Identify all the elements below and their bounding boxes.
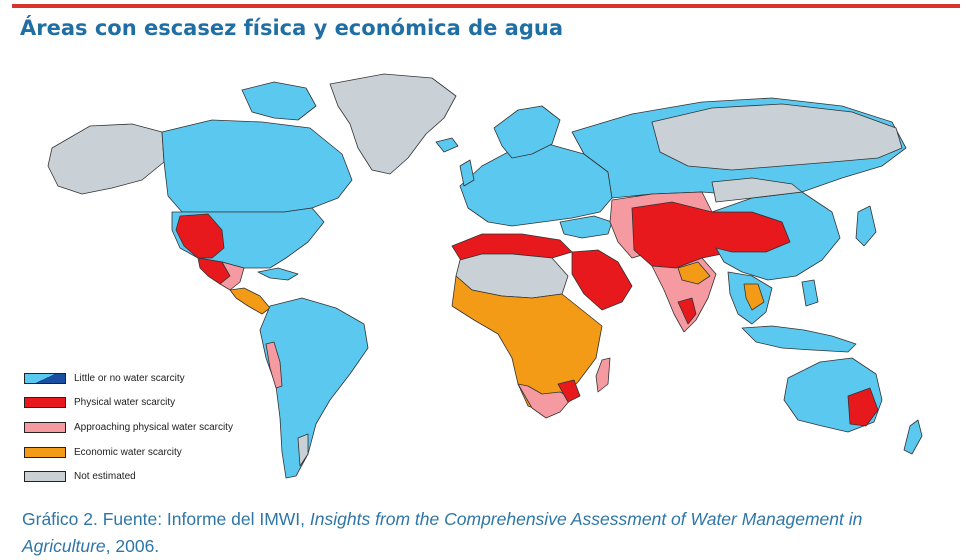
legend-label: Economic water scarcity <box>74 446 182 458</box>
legend-swatch-economic <box>24 446 66 458</box>
legend-swatch-not-estimated <box>24 471 66 483</box>
region-indonesia <box>741 325 857 353</box>
region-us-southwest <box>175 213 225 259</box>
top-accent-rule <box>12 4 960 8</box>
legend-item-economic: Economic water scarcity <box>24 440 264 465</box>
legend-swatch-physical <box>24 397 66 409</box>
region-new-zealand <box>903 419 923 455</box>
caption-prefix: Gráfico 2. Fuente: Informe del IMWI, <box>22 509 310 529</box>
region-uk <box>459 159 475 187</box>
legend-swatch-approaching <box>24 421 66 433</box>
page-title: Áreas con escasez física y económica de … <box>20 16 563 40</box>
region-arabia <box>571 249 633 311</box>
region-sa-not-estimated <box>297 433 309 467</box>
region-southeast-africa-red <box>557 379 581 403</box>
region-canada-arctic <box>241 81 317 121</box>
region-japan <box>855 205 877 247</box>
region-peru-coast <box>265 341 283 389</box>
legend-item-little-or-no: Little or no water scarcity <box>24 366 264 391</box>
region-alaska <box>47 123 165 195</box>
region-madagascar <box>595 357 611 393</box>
legend-label: Physical water scarcity <box>74 397 176 409</box>
caption-suffix: , 2006. <box>105 536 160 556</box>
region-india-south <box>677 297 697 325</box>
region-scandinavia <box>493 105 561 159</box>
region-caribbean <box>257 267 299 281</box>
region-mongolia <box>711 177 803 203</box>
region-india-economic <box>677 261 711 285</box>
region-turkey <box>559 215 613 239</box>
region-mekong <box>743 283 765 311</box>
legend-item-approaching: Approaching physical water scarcity <box>24 415 264 440</box>
legend-label: Not estimated <box>74 471 136 483</box>
region-australia-southeast <box>847 387 879 427</box>
legend-label: Little or no water scarcity <box>74 372 185 384</box>
region-philippines <box>801 279 819 307</box>
region-iceland <box>435 137 459 153</box>
caption-italic-title: Insights from the Comprehensive Assessme… <box>22 509 863 556</box>
region-china <box>711 191 841 281</box>
region-siberia <box>651 103 903 171</box>
legend-swatch-little-or-no <box>24 372 66 384</box>
world-map <box>12 62 940 494</box>
legend-item-physical: Physical water scarcity <box>24 391 264 416</box>
region-greenland <box>329 73 457 175</box>
map-legend: Little or no water scarcity Physical wat… <box>24 366 264 489</box>
legend-label: Approaching physical water scarcity <box>74 421 233 433</box>
figure-caption: Gráfico 2. Fuente: Informe del IMWI, Ins… <box>22 506 952 560</box>
legend-item-not-estimated: Not estimated <box>24 464 264 489</box>
region-canada <box>161 119 353 213</box>
region-central-america <box>229 287 271 315</box>
